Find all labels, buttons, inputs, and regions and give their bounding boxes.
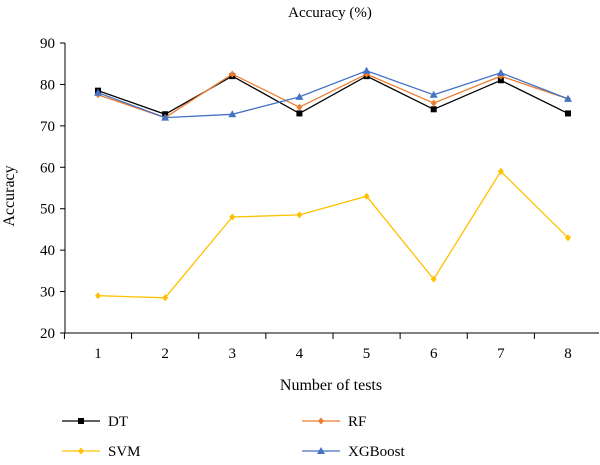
y-tick-label: 30 [40,285,55,301]
y-tick-label: 50 [40,202,55,218]
data-point-svm [564,234,571,242]
data-point-rf [430,99,437,107]
y-tick-label: 40 [40,243,55,259]
y-tick-label: 90 [40,36,55,52]
data-point-rf [296,103,303,111]
x-tick-label: 2 [161,346,169,362]
x-tick-label: 7 [497,346,505,362]
legend-label-svm: SVM [108,444,141,460]
data-point-svm [95,292,101,300]
y-tick-label: 70 [40,119,55,135]
legend-label-dt: DT [108,414,128,430]
x-tick-label: 5 [363,346,371,362]
data-point-xgboost [295,92,304,100]
legend-marker-dt [78,418,84,424]
x-axis-label: Number of tests [280,377,382,394]
data-point-xgboost [362,66,371,74]
x-tick-label: 1 [94,346,102,362]
series-line-rf [97,73,569,119]
x-tick-label: 6 [430,346,438,362]
legend-label-xgboost: XGBoost [348,444,406,460]
series-line-dt [97,75,569,116]
data-point-svm [363,192,370,200]
x-tick-label: 3 [229,346,237,362]
x-tick-label: 8 [564,346,572,362]
data-point-svm [497,167,504,175]
data-point-xgboost [496,68,505,76]
data-point-dt [497,77,504,84]
data-point-svm [296,211,303,219]
x-tick-label: 4 [296,346,304,362]
data-point-svm [229,213,236,221]
data-point-dt [430,106,437,113]
data-point-xgboost [161,113,170,121]
legend-marker-svm [78,447,84,455]
data-point-rf [229,70,236,78]
chart-title: Accuracy (%) [288,5,372,21]
series-line-xgboost [97,70,569,119]
data-point-svm [430,275,437,283]
y-axis-label: Accuracy [1,165,18,226]
plot-area: 20 30 40 50 60 70 80 90 1 2 3 4 5 6 7 8 [40,36,599,362]
y-tick-label: 60 [40,160,55,176]
legend-label-rf: RF [348,414,366,430]
data-point-dt [564,110,571,117]
data-point-svm [162,294,169,302]
y-tick-label: 80 [40,77,55,93]
data-point-xgboost [429,90,438,98]
data-point-xgboost [94,88,102,96]
legend-marker-rf [318,417,324,425]
legend: DT RF SVM XGBoost [62,414,406,460]
series-line-svm [97,170,569,299]
data-point-xgboost [563,94,572,102]
y-tick-label: 20 [40,326,55,342]
legend-marker-xgboost [317,447,325,454]
data-point-xgboost [228,110,237,118]
data-point-dt [296,110,303,117]
